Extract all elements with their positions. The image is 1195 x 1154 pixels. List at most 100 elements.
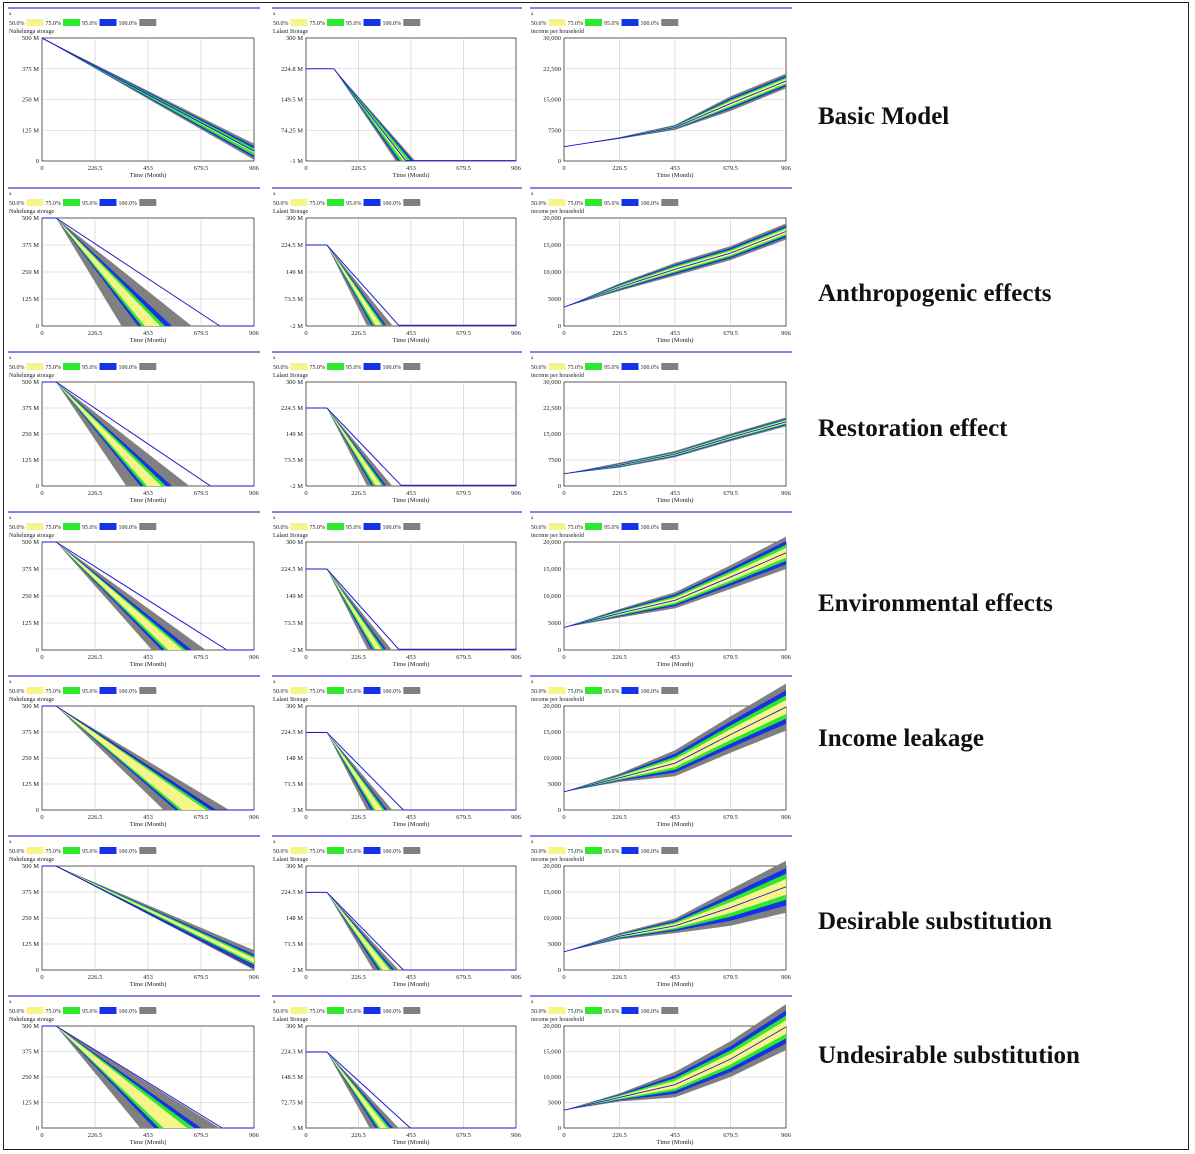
x-axis-label: Time (Month) <box>657 337 694 344</box>
y-tick-label: -2 M <box>290 647 303 654</box>
x-tick-label: 0 <box>304 1132 307 1139</box>
legend-swatch <box>585 199 602 206</box>
panel-marker: a <box>9 680 12 685</box>
y-tick-label: 0 <box>558 1125 561 1132</box>
y-tick-label: 2 M <box>292 967 303 974</box>
legend-swatch <box>327 847 344 854</box>
legend-label: 95.0% <box>346 1009 362 1015</box>
legend-label: 50.0% <box>9 365 25 371</box>
panel-marker: a <box>9 356 12 361</box>
legend-label: 75.0% <box>46 689 62 695</box>
confidence-band-p95 <box>326 1051 393 1128</box>
confidence-band-p100 <box>56 382 190 486</box>
y-tick-label: 224.8 M <box>281 66 303 73</box>
confidence-band-p50 <box>326 569 382 650</box>
x-tick-label: 906 <box>249 814 260 821</box>
y-tick-label: 7500 <box>548 457 561 464</box>
y-tick-label: 15,000 <box>543 1049 561 1056</box>
confidence-band-p75 <box>326 732 385 810</box>
variable-title: Lalani Storage <box>273 697 308 703</box>
legend-swatch <box>363 363 381 370</box>
legend-swatch <box>327 199 344 206</box>
legend-label: 95.0% <box>82 365 98 371</box>
legend-swatch <box>403 19 421 26</box>
legend-label: 100.0% <box>119 849 138 855</box>
x-tick-label: 453 <box>406 814 416 821</box>
x-axis-label: Time (Month) <box>657 497 694 504</box>
variable-title: income per household <box>531 373 584 379</box>
y-tick-label: 22,500 <box>543 405 561 412</box>
x-tick-label: 453 <box>670 165 680 172</box>
y-tick-label: 125 M <box>22 127 39 134</box>
legend-swatch <box>26 363 44 370</box>
x-tick-label: 226.5 <box>612 974 627 981</box>
y-tick-label: 10,000 <box>543 1074 561 1081</box>
x-tick-label: 679.5 <box>456 814 471 821</box>
confidence-band-p50 <box>56 706 206 810</box>
confidence-band-p95 <box>326 569 386 650</box>
x-tick-label: 453 <box>406 654 416 661</box>
variable-title: income per household <box>531 209 584 215</box>
legend-swatch <box>548 1007 566 1014</box>
legend-label: 100.0% <box>383 689 402 695</box>
y-tick-label: -2 M <box>290 323 303 330</box>
y-tick-label: 5000 <box>548 1100 561 1107</box>
legend-label: 100.0% <box>641 525 660 531</box>
legend-swatch <box>327 687 344 694</box>
y-tick-label: 5000 <box>548 781 561 788</box>
legend-label: 75.0% <box>46 21 62 27</box>
x-tick-label: 226.5 <box>88 1132 103 1139</box>
confidence-band-p50 <box>56 542 183 650</box>
legend-label: 50.0% <box>273 1009 289 1015</box>
x-tick-label: 226.5 <box>88 330 103 337</box>
x-tick-label: 0 <box>562 974 565 981</box>
scenario-label: Income leakage <box>818 725 984 752</box>
confidence-band-p75 <box>56 866 254 965</box>
variable-title: Nuhelunga storage <box>9 373 54 379</box>
confidence-band-p75 <box>326 408 384 486</box>
y-tick-label: 72.75 M <box>281 1100 303 1107</box>
x-tick-label: 453 <box>143 490 153 497</box>
legend-swatch <box>621 1007 639 1014</box>
x-tick-label: 906 <box>511 1132 522 1139</box>
legend-swatch <box>403 199 421 206</box>
confidence-band-p95 <box>326 732 388 810</box>
x-tick-label: 679.5 <box>194 974 209 981</box>
confidence-band-p50 <box>56 1026 188 1128</box>
x-tick-label: 906 <box>511 654 522 661</box>
y-tick-label: 375 M <box>22 1049 39 1056</box>
panel-marker: a <box>531 840 534 845</box>
x-tick-label: 0 <box>562 330 565 337</box>
legend-label: 100.0% <box>119 689 138 695</box>
y-tick-label: 500 M <box>22 863 39 870</box>
y-tick-label: 224.5 M <box>281 729 303 736</box>
confidence-band-p50 <box>326 1051 388 1128</box>
y-tick-label: 500 M <box>22 35 39 42</box>
legend-swatch <box>548 523 566 530</box>
x-tick-label: 453 <box>143 165 153 172</box>
legend-label: 50.0% <box>9 849 25 855</box>
legend-swatch <box>99 523 117 530</box>
legend-swatch <box>548 363 566 370</box>
x-tick-label: 453 <box>143 1132 153 1139</box>
panel-marker: a <box>273 356 276 361</box>
legend-label: 100.0% <box>641 201 660 207</box>
legend-swatch <box>621 363 639 370</box>
deterministic-line <box>326 891 404 971</box>
chart-panel: a 50.0% 75.0% 95.0% 100.0% income per househo… <box>530 995 792 1146</box>
legend-label: 75.0% <box>310 689 326 695</box>
confidence-band-p95 <box>326 892 395 970</box>
confidence-band-p95 <box>326 408 386 486</box>
confidence-band-p75 <box>56 218 165 326</box>
panel-marker: a <box>9 12 12 17</box>
chart-panel: a 50.0% 75.0% 95.0% 100.0% Lalani Storage 0 226… <box>272 835 522 988</box>
legend-label: 50.0% <box>9 21 25 27</box>
y-tick-label: 250 M <box>22 269 39 276</box>
x-tick-label: 0 <box>40 330 43 337</box>
y-tick-label: 125 M <box>22 781 39 788</box>
chart-panel: a 50.0% 75.0% 95.0% 100.0% income per househo… <box>530 675 792 828</box>
confidence-band-p100 <box>326 1051 399 1128</box>
y-tick-label: 0 <box>36 647 39 654</box>
legend-swatch <box>661 523 679 530</box>
panel-marker: a <box>9 516 12 521</box>
